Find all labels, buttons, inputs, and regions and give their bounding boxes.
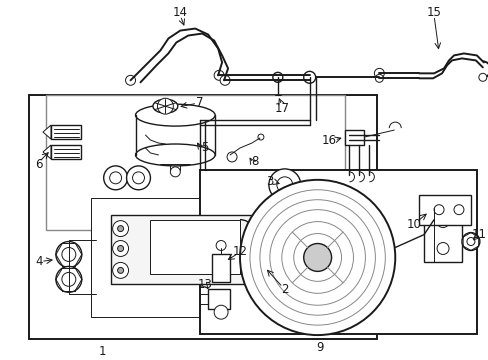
Circle shape	[62, 273, 76, 286]
Text: 7: 7	[196, 96, 203, 109]
Text: 13: 13	[197, 278, 212, 291]
Circle shape	[220, 75, 229, 85]
Circle shape	[132, 172, 144, 184]
Bar	[150, 220, 240, 274]
Ellipse shape	[135, 144, 215, 166]
Circle shape	[56, 266, 81, 292]
Bar	[208, 289, 229, 309]
Circle shape	[374, 68, 384, 78]
Bar	[260, 248, 274, 265]
Bar	[51, 125, 81, 139]
Circle shape	[257, 134, 264, 140]
Text: 16: 16	[322, 134, 336, 147]
Circle shape	[56, 242, 81, 267]
Circle shape	[118, 267, 123, 273]
Circle shape	[118, 226, 123, 231]
Text: 4: 4	[35, 255, 42, 268]
Text: 5: 5	[201, 141, 208, 154]
Bar	[46, 95, 344, 230]
Text: 3: 3	[265, 175, 273, 188]
Text: 9: 9	[315, 341, 323, 354]
Circle shape	[170, 167, 180, 177]
Circle shape	[112, 240, 128, 256]
Circle shape	[103, 166, 127, 190]
Text: 1: 1	[99, 345, 106, 357]
Circle shape	[226, 152, 237, 162]
Circle shape	[272, 72, 282, 82]
Text: 11: 11	[470, 228, 486, 241]
Circle shape	[436, 216, 448, 228]
Bar	[418, 195, 470, 225]
Bar	[51, 145, 81, 159]
Circle shape	[214, 70, 224, 80]
Circle shape	[157, 98, 173, 114]
Bar	[344, 130, 364, 145]
Polygon shape	[43, 125, 51, 139]
Text: 6: 6	[35, 158, 42, 171]
Circle shape	[461, 233, 479, 251]
Bar	[260, 225, 274, 243]
Circle shape	[126, 166, 150, 190]
Circle shape	[276, 177, 292, 193]
Circle shape	[436, 243, 448, 255]
Bar	[91, 198, 289, 317]
Circle shape	[125, 75, 135, 85]
Circle shape	[433, 205, 443, 215]
Circle shape	[466, 238, 474, 246]
Polygon shape	[43, 145, 51, 159]
Circle shape	[109, 172, 122, 184]
Bar	[29, 95, 377, 339]
Text: 14: 14	[172, 6, 187, 19]
Circle shape	[240, 180, 394, 335]
Text: 2: 2	[281, 283, 288, 296]
Circle shape	[118, 246, 123, 252]
Circle shape	[216, 240, 225, 251]
Text: 10: 10	[406, 218, 421, 231]
Bar	[423, 208, 461, 262]
Circle shape	[375, 74, 383, 82]
Text: 8: 8	[251, 156, 258, 168]
Circle shape	[478, 73, 486, 81]
Circle shape	[303, 71, 315, 83]
Bar	[200, 170, 476, 334]
Circle shape	[62, 248, 76, 261]
Bar	[426, 170, 476, 174]
Bar	[212, 255, 229, 282]
Circle shape	[268, 169, 300, 201]
Circle shape	[303, 243, 331, 271]
Ellipse shape	[135, 104, 215, 126]
Text: 15: 15	[426, 6, 441, 19]
Text: 12: 12	[232, 245, 247, 258]
Ellipse shape	[153, 99, 178, 113]
Text: 17: 17	[274, 102, 289, 115]
Circle shape	[112, 221, 128, 237]
Circle shape	[214, 305, 227, 319]
Bar	[110, 215, 274, 284]
Circle shape	[453, 205, 463, 215]
Circle shape	[112, 262, 128, 278]
